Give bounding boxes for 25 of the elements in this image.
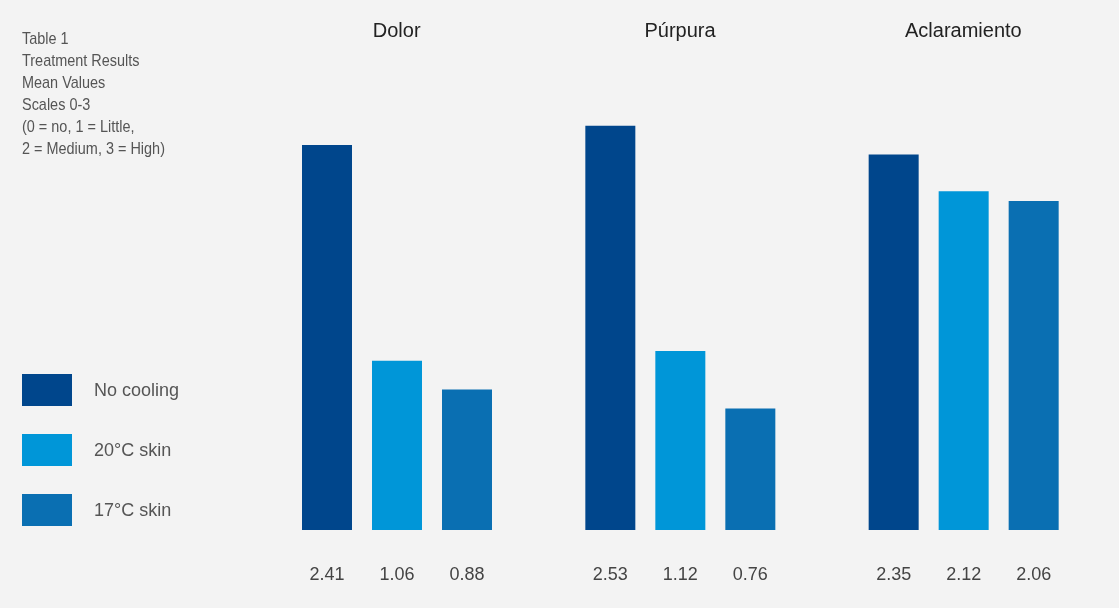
legend-label: 17°C skin [94,499,172,521]
data-label: 2.06 [1016,564,1052,584]
data-label: 2.53 [592,564,628,584]
bar [938,191,989,530]
bar [725,408,776,530]
data-label: 0.88 [449,564,485,584]
x-tick-label: Dolor [372,19,421,41]
bar [302,145,352,530]
x-tick-label: Púrpura [644,19,717,41]
bar [868,154,919,530]
x-tick-label: Aclaramiento [904,19,1022,41]
text: Table 1 Treatment Results Mean Values Scales 0-3 (0 = no, 1 = Little, 2 = Medium, 3 = High) [22,28,165,160]
legend-label: No cooling [94,379,180,401]
bar [372,360,422,530]
data-label: 1.12 [662,564,698,584]
data-label: 0.76 [732,564,768,584]
bar [585,125,636,530]
bar [442,389,492,530]
data-label: 2.41 [309,564,345,584]
data-label: 2.12 [946,564,982,584]
bar [1008,200,1059,530]
data-label: 1.06 [379,564,415,584]
data-label: 2.35 [876,564,912,584]
legend-label: 20°C skin [94,439,172,461]
bar [655,351,706,530]
